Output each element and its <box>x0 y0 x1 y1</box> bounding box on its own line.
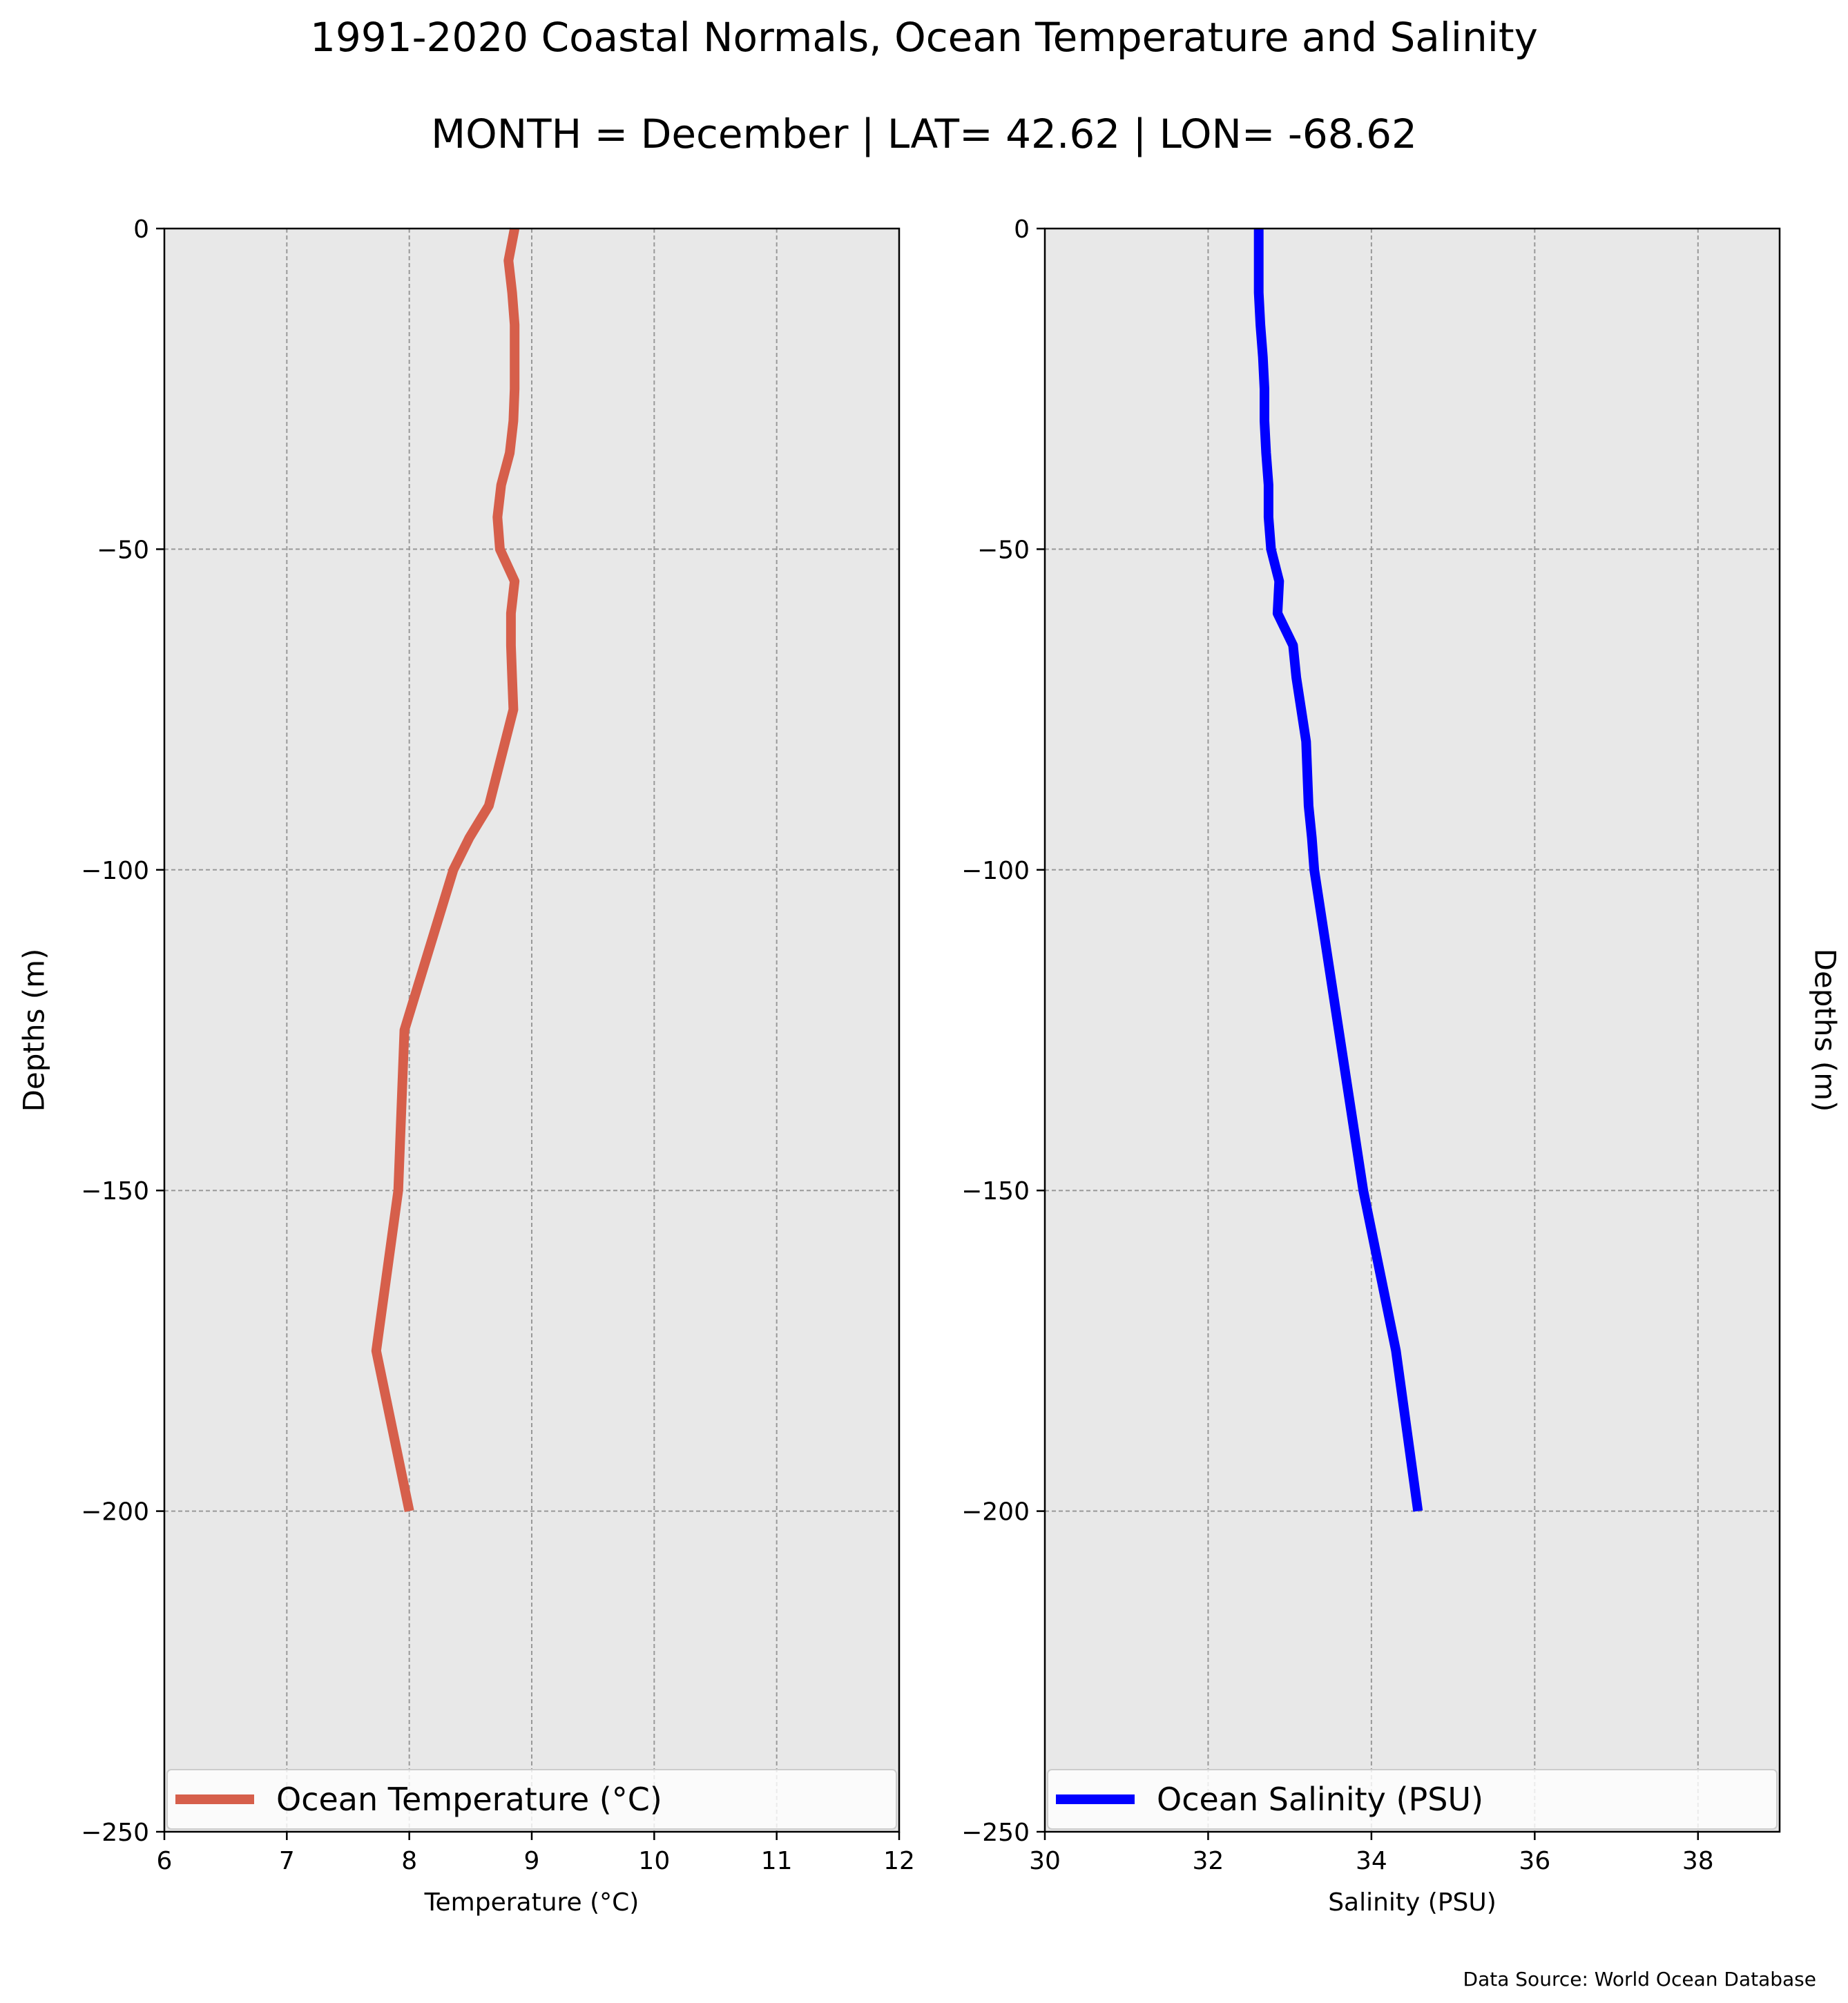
data-source-note: Data Source: World Ocean Database <box>1463 1968 1816 1991</box>
y-tick-label: −250 <box>961 1819 1030 1847</box>
y-tick-label: −250 <box>81 1819 149 1847</box>
y-tick-label: −150 <box>81 1177 149 1206</box>
x-tick-label: 38 <box>1682 1847 1714 1875</box>
salinity-panel: 30 32 34 36 38 0 −50 −100 −150 −200 −250 Salinity (… <box>961 215 1842 1917</box>
y-tick-label: −50 <box>977 536 1030 564</box>
x-tick-label: 8 <box>401 1847 417 1875</box>
y-tick-label: −50 <box>97 536 149 564</box>
y-axis-label: Depths (m) <box>1809 949 1842 1112</box>
figure-title: 1991-2020 Coastal Normals, Ocean Tempera… <box>310 14 1538 61</box>
y-tick-label: −200 <box>81 1498 149 1527</box>
legend: Ocean Salinity (PSU) <box>1047 1769 1778 1830</box>
x-tick-label: 11 <box>761 1847 793 1875</box>
figure-subtitle: MONTH = December | LAT= 42.62 | LON= -68… <box>431 110 1417 157</box>
x-tick-label: 34 <box>1356 1847 1387 1875</box>
x-tick-label: 6 <box>157 1847 173 1875</box>
x-tick-label: 12 <box>883 1847 915 1875</box>
x-tick-label: 9 <box>524 1847 540 1875</box>
legend-box <box>166 1769 897 1830</box>
x-tick-label: 32 <box>1193 1847 1224 1875</box>
y-tick-label: 0 <box>1014 215 1030 244</box>
y-tick-label: 0 <box>133 215 149 244</box>
plot-area <box>1045 229 1780 1832</box>
x-tick-label: 10 <box>638 1847 670 1875</box>
x-axis-label: Temperature (°C) <box>424 1888 639 1917</box>
legend-label: Ocean Salinity (PSU) <box>1157 1781 1483 1818</box>
axes-frame <box>1043 227 1781 1833</box>
y-tick-label: −200 <box>961 1498 1030 1527</box>
x-tick-label: 30 <box>1029 1847 1061 1875</box>
y-tick-label: −150 <box>961 1177 1030 1206</box>
x-axis-label: Salinity (PSU) <box>1328 1888 1496 1917</box>
legend-box <box>1047 1769 1778 1830</box>
y-axis-label: Depths (m) <box>17 949 51 1112</box>
series-line-0 <box>1253 229 1423 1512</box>
temperature-panel: 6 7 8 9 10 11 12 0 −50 −100 −150 −200 −250 Temperatur… <box>17 215 915 1917</box>
x-tick-label: 36 <box>1519 1847 1550 1875</box>
y-tick-label: −100 <box>81 857 149 885</box>
legend: Ocean Temperature (°C) <box>166 1769 897 1830</box>
x-tick-label: 7 <box>279 1847 295 1875</box>
series-line-0 <box>371 227 520 1513</box>
y-tick-label: −100 <box>961 857 1030 885</box>
legend-label: Ocean Temperature (°C) <box>276 1781 662 1818</box>
